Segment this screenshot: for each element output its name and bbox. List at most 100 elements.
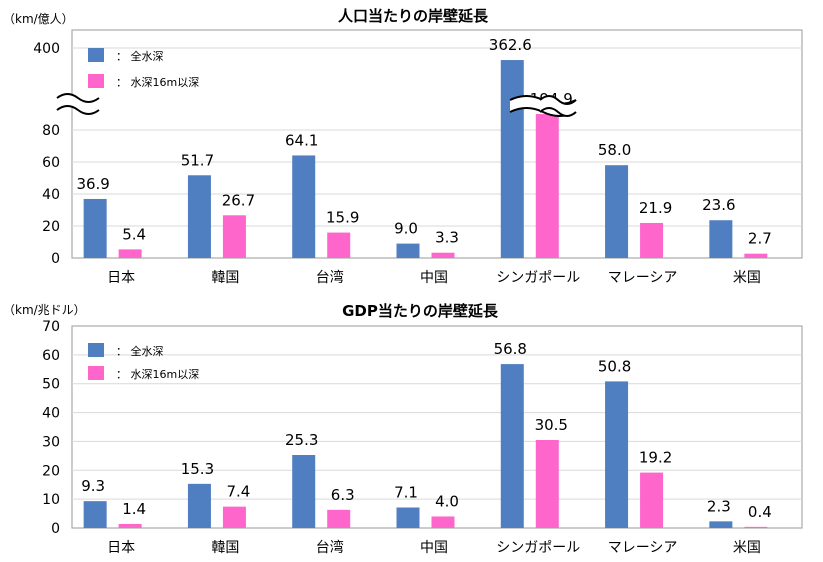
population-chart: 人口当たりの岸壁延長 （km/億人） 0 20 40 60 80 400 36.9 5.4 5… <box>3 7 803 286</box>
axis-break-band <box>540 96 576 116</box>
chart-1-value-label: 5.4 <box>122 225 146 243</box>
chart-2-x-tick-label: 台湾 <box>316 539 344 556</box>
chart-1-legend-swatch <box>88 48 104 62</box>
chart-2-x-tick-label: 米国 <box>733 540 761 556</box>
chart-2-x-tick-label: 日本 <box>107 540 135 556</box>
chart-1-plot-area <box>71 29 803 259</box>
chart-1-value-label: 362.6 <box>489 36 532 54</box>
chart-2-bars <box>83 364 768 528</box>
chart-1-gridlines <box>72 47 802 227</box>
chart-1-y-tick-label: 400 <box>33 41 60 57</box>
chart-2-legend-swatch <box>88 343 104 357</box>
chart-1-y-ticks: 0 20 40 60 80 400 <box>33 41 60 267</box>
chart-2-value-label: 6.3 <box>331 486 355 504</box>
chart-1-bar <box>292 155 316 258</box>
chart-1-bar <box>605 165 629 258</box>
chart-1-x-tick-label: 台湾 <box>316 269 344 286</box>
axis-break-line <box>56 93 100 103</box>
chart-1-value-label: 26.7 <box>222 191 255 209</box>
chart-2-bar <box>535 439 559 528</box>
chart-2-y-tick-label: 50 <box>42 377 60 393</box>
chart-1-legend-label: ： 全水深 <box>116 49 164 63</box>
chart-2-value-label: 19.2 <box>639 449 672 467</box>
chart-2-bar <box>500 364 524 528</box>
chart-1-bar <box>222 215 246 258</box>
chart-1-bar <box>187 175 211 258</box>
chart-2-legend-label: ： 水深16m以深 <box>116 368 199 381</box>
chart-2-value-label: 30.5 <box>535 416 568 434</box>
axis-break-line <box>56 105 100 115</box>
chart-2-bar <box>292 454 316 528</box>
chart-1-bar <box>640 222 664 258</box>
chart-1-title: 人口当たりの岸壁延長 <box>338 7 489 25</box>
chart-2-value-label: 50.8 <box>598 357 631 375</box>
chart-2-value-label: 0.4 <box>748 503 772 521</box>
axis-break-line <box>539 107 577 117</box>
chart-1-x-tick-label: 韓国 <box>211 270 239 286</box>
chart-2-value-label: 7.1 <box>394 484 418 502</box>
chart-1-bar <box>83 198 107 258</box>
chart-2-value-label: 1.4 <box>122 500 146 518</box>
chart-2-unit-label: （km/兆ドル） <box>3 303 86 317</box>
chart-1-x-tick-label: マレーシア <box>608 270 678 286</box>
chart-2-value-label: 56.8 <box>494 340 527 358</box>
chart-2-y-tick-label: 10 <box>42 492 60 508</box>
chart-2-value-labels: 9.3 1.4 15.3 7.4 25.3 6.3 7.1 4.0 56.8 30.5 50.8 19… <box>81 340 772 521</box>
chart-1-value-labels: 36.95.451.726.764.115.99.03.3362.6194.95… <box>76 36 771 248</box>
chart-2-bar <box>431 516 455 528</box>
chart-1-bar <box>500 60 524 258</box>
chart-1-y-tick-label: 20 <box>42 219 60 235</box>
chart-1-y-tick-label: 60 <box>42 155 60 171</box>
chart-2-x-tick-label: 韓国 <box>211 540 239 556</box>
chart-1-bar <box>118 249 142 258</box>
chart-1-value-label: 15.9 <box>326 209 359 227</box>
chart-1-axis-break-marks <box>56 93 577 117</box>
chart-1-legend-swatch <box>88 74 104 88</box>
chart-1-y-tick-label: 40 <box>42 187 60 203</box>
chart-2-bar <box>709 521 733 528</box>
chart-1-value-label: 21.9 <box>639 199 672 217</box>
chart-2-value-label: 15.3 <box>181 460 214 478</box>
chart-2-bar <box>396 507 420 528</box>
chart-2-legend-label: ： 全水深 <box>116 344 164 358</box>
chart-1-bar <box>535 114 559 258</box>
chart-2-y-tick-label: 30 <box>42 434 60 450</box>
chart-2-y-tick-label: 60 <box>42 348 60 364</box>
chart-2-bar <box>327 509 351 528</box>
chart-1-x-tick-label: 日本 <box>107 270 135 286</box>
chart-1-y-tick-label: 80 <box>42 123 60 139</box>
chart-2-legend: ： 全水深 ： 水深16m以深 <box>88 343 199 381</box>
chart-1-bar <box>327 232 351 258</box>
chart-2-bar <box>222 506 246 528</box>
chart-1-value-label: 9.0 <box>394 220 418 238</box>
chart-2-x-ticks: 日本 韓国 台湾 中国 シンガポール マレーシア 米国 <box>107 539 761 556</box>
chart-2-bar <box>640 472 664 528</box>
chart-1-x-tick-label: 米国 <box>733 270 761 286</box>
chart-1-bar <box>396 243 420 258</box>
chart-2-legend-swatch <box>88 366 104 380</box>
chart-1-x-ticks: 日本 韓国 台湾 中国 シンガポール マレーシア 米国 <box>107 269 761 286</box>
chart-2-y-tick-label: 20 <box>42 463 60 479</box>
chart-1-legend-label: ： 水深16m以深 <box>116 76 199 89</box>
chart-2-x-tick-label: シンガポール <box>496 540 580 556</box>
chart-2-bar <box>83 501 107 528</box>
chart-2-y-tick-label: 40 <box>42 406 60 422</box>
chart-1-value-label: 3.3 <box>435 229 459 247</box>
chart-1-x-tick-label: シンガポール <box>496 270 580 286</box>
chart-2-value-label: 4.0 <box>435 492 459 510</box>
chart-2-y-tick-label: 0 <box>51 521 60 537</box>
chart-1-x-tick-label: 中国 <box>420 270 448 286</box>
axis-break-line <box>539 95 577 105</box>
chart-2-y-tick-label: 70 <box>42 319 60 335</box>
chart-2-bar <box>118 523 142 528</box>
chart-1-y-tick-label: 0 <box>51 251 60 267</box>
chart-2-x-tick-label: 中国 <box>420 540 448 556</box>
chart-1-bar <box>709 220 733 258</box>
chart-1-bar <box>744 253 768 258</box>
gdp-chart: GDP当たりの岸壁延長 （km/兆ドル） 0 10 20 30 40 50 60 70 9.3… <box>3 302 803 556</box>
chart-1-legend: ： 全水深 ： 水深16m以深 <box>88 48 199 89</box>
chart-2-value-label: 7.4 <box>226 483 250 501</box>
chart-2-value-label: 2.3 <box>707 497 731 515</box>
chart-1-value-label: 58.0 <box>598 141 631 159</box>
